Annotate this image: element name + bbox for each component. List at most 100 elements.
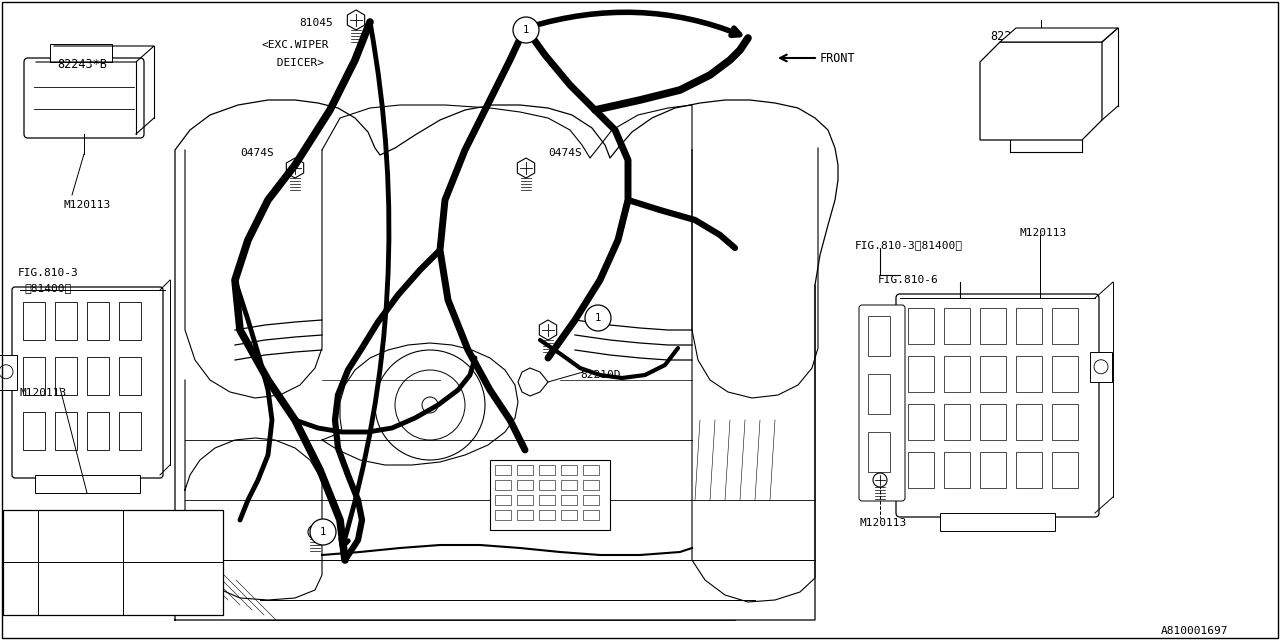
Text: DEICER>: DEICER>	[270, 58, 324, 68]
Circle shape	[585, 305, 611, 331]
Bar	[1016, 404, 1042, 440]
Bar	[517, 480, 532, 490]
Circle shape	[8, 578, 32, 602]
FancyBboxPatch shape	[896, 294, 1100, 517]
Bar	[1016, 452, 1042, 488]
Bar	[561, 465, 577, 475]
Bar	[0, 355, 17, 390]
Bar	[908, 404, 934, 440]
Bar	[1091, 352, 1112, 381]
Polygon shape	[517, 158, 535, 178]
Text: FIG.810-3: FIG.810-3	[18, 268, 79, 278]
Bar	[945, 404, 970, 440]
Bar	[495, 495, 511, 505]
Text: <EXC.WIPER: <EXC.WIPER	[262, 40, 329, 50]
Bar	[561, 510, 577, 520]
Circle shape	[308, 525, 323, 539]
Bar	[1052, 356, 1078, 392]
FancyBboxPatch shape	[24, 58, 143, 138]
Text: M120113: M120113	[1020, 228, 1068, 238]
Bar	[517, 510, 532, 520]
FancyBboxPatch shape	[859, 305, 905, 501]
Polygon shape	[347, 10, 365, 30]
Bar	[582, 495, 599, 505]
Text: M120113: M120113	[860, 518, 908, 528]
Bar	[517, 465, 532, 475]
Bar	[495, 465, 511, 475]
Bar	[1052, 452, 1078, 488]
Bar	[1052, 308, 1078, 344]
Bar	[868, 374, 890, 414]
Bar	[55, 302, 77, 340]
Bar	[539, 510, 556, 520]
Text: 1: 1	[17, 535, 23, 545]
Bar	[940, 513, 1055, 531]
Bar	[945, 452, 970, 488]
Bar	[945, 308, 970, 344]
Bar	[23, 302, 45, 340]
Bar	[495, 510, 511, 520]
Bar	[980, 356, 1006, 392]
Text: 〈81400〉: 〈81400〉	[24, 283, 72, 293]
Text: Q580015: Q580015	[44, 585, 87, 595]
Circle shape	[1094, 360, 1108, 374]
Text: A810001697: A810001697	[1161, 626, 1229, 636]
Circle shape	[8, 528, 32, 552]
Bar	[980, 452, 1006, 488]
Text: M120113: M120113	[20, 388, 68, 398]
Circle shape	[12, 519, 38, 545]
Bar	[119, 357, 141, 395]
Bar	[908, 452, 934, 488]
Circle shape	[310, 519, 335, 545]
Bar	[55, 357, 77, 395]
Text: 81045: 81045	[300, 18, 333, 28]
Bar	[980, 308, 1006, 344]
Text: よ2211- 〉: よ2211- 〉	[127, 585, 177, 595]
Text: ( -2210 ): ( -2210 )	[127, 535, 183, 545]
Polygon shape	[1000, 28, 1117, 42]
Bar	[908, 308, 934, 344]
Bar	[868, 432, 890, 472]
Text: M120113: M120113	[64, 200, 111, 210]
Bar	[980, 404, 1006, 440]
Bar	[945, 356, 970, 392]
Text: FIG.810-3〈81400〉: FIG.810-3〈81400〉	[855, 240, 963, 250]
Polygon shape	[539, 320, 557, 340]
Polygon shape	[980, 42, 1102, 140]
Polygon shape	[518, 368, 548, 396]
Bar	[517, 495, 532, 505]
Bar	[35, 475, 140, 493]
Text: 82243*B: 82243*B	[58, 58, 106, 71]
Bar	[87, 302, 109, 340]
Circle shape	[513, 17, 539, 43]
Bar	[561, 495, 577, 505]
Bar	[23, 357, 45, 395]
Bar	[561, 480, 577, 490]
Text: FRONT: FRONT	[820, 52, 855, 65]
Bar	[1016, 308, 1042, 344]
Text: Q580002: Q580002	[44, 535, 87, 545]
Bar	[582, 510, 599, 520]
Bar	[582, 480, 599, 490]
Bar	[50, 44, 113, 62]
Bar	[495, 480, 511, 490]
Circle shape	[0, 365, 13, 379]
Text: 1: 1	[22, 527, 28, 537]
Text: 82243*A: 82243*A	[989, 30, 1039, 43]
FancyBboxPatch shape	[12, 287, 163, 478]
Bar	[1016, 356, 1042, 392]
Bar	[539, 480, 556, 490]
Bar	[582, 465, 599, 475]
Circle shape	[873, 473, 887, 487]
Text: 0474S: 0474S	[241, 148, 274, 158]
Bar	[539, 465, 556, 475]
Text: 0474S: 0474S	[548, 148, 581, 158]
Bar	[3, 510, 223, 615]
Bar	[539, 495, 556, 505]
Text: 1: 1	[320, 527, 326, 537]
Bar	[87, 412, 109, 450]
Text: FIG.810-6: FIG.810-6	[878, 275, 938, 285]
Bar	[55, 412, 77, 450]
Bar	[87, 357, 109, 395]
Bar	[119, 302, 141, 340]
